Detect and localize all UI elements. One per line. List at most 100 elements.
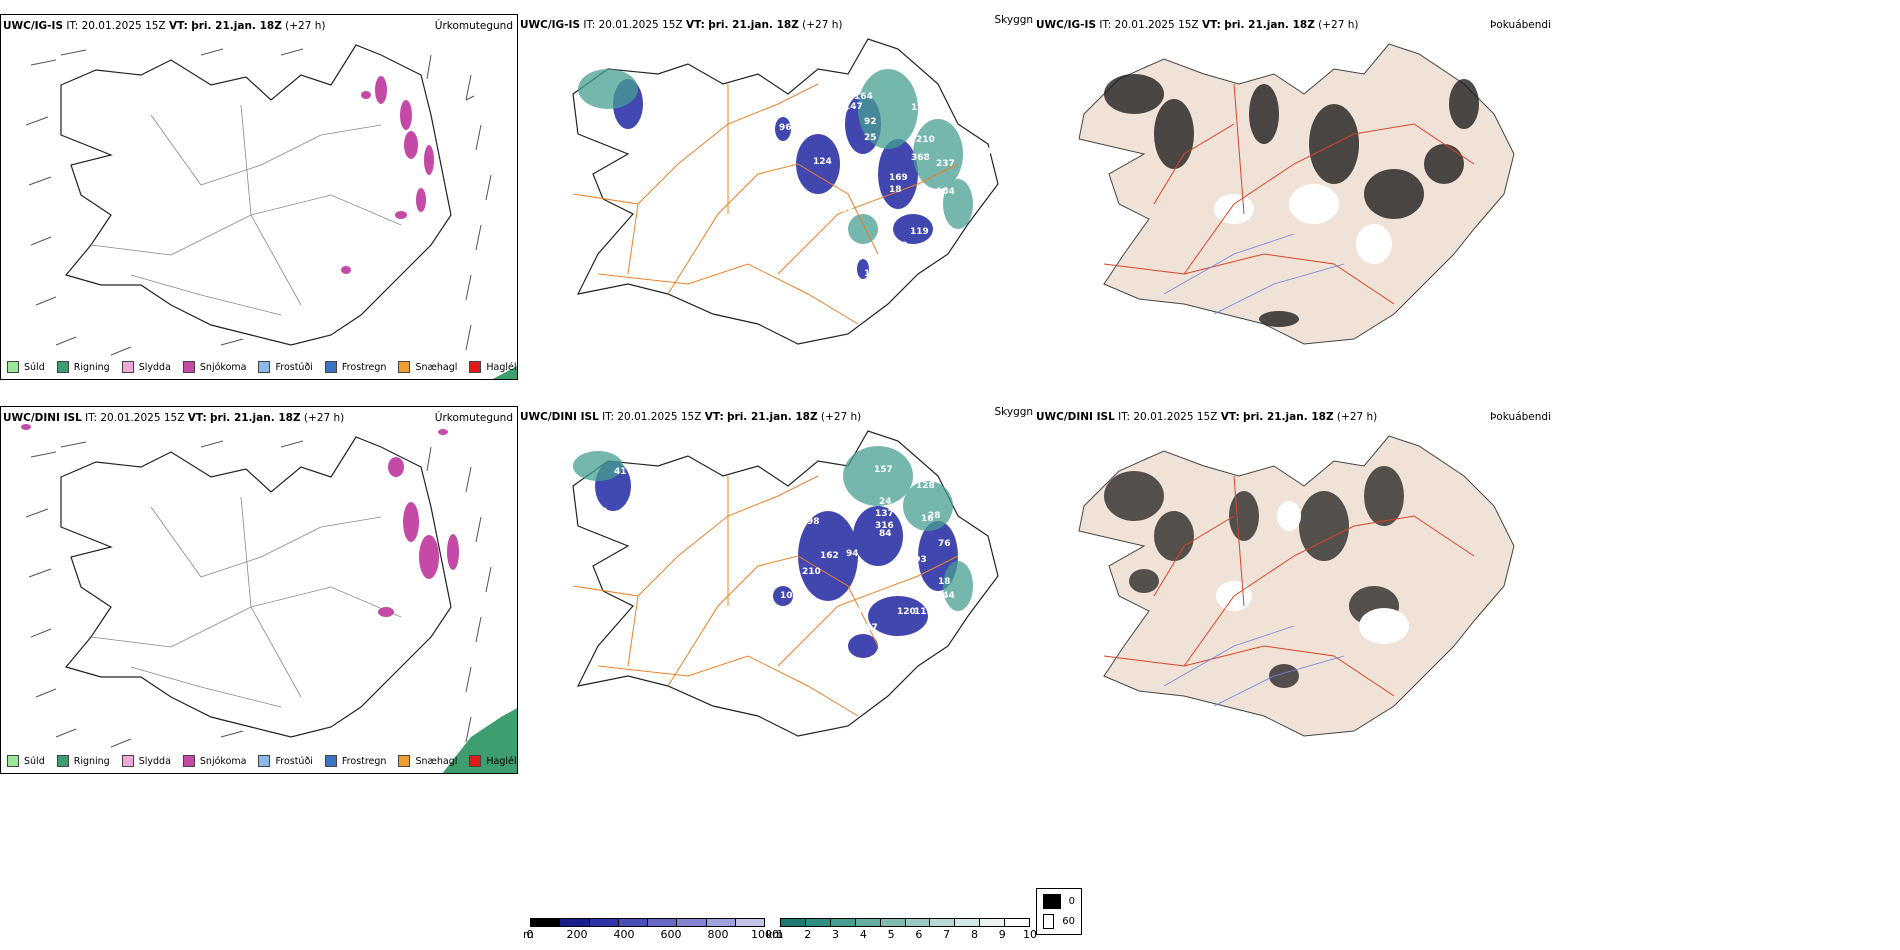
panel-title: Skyggni	[994, 14, 1035, 26]
panel-title: Úrkomutegund	[434, 412, 513, 424]
svg-text:92: 92	[864, 117, 877, 127]
svg-text:128: 128	[916, 481, 935, 491]
fog-legend-item: 60	[1043, 914, 1075, 929]
legend-item: Slydda	[121, 755, 171, 767]
precip-type-panel-row1: UWC/IG-IS IT: 20.01.2025 15Z VT: þri. 21…	[0, 14, 518, 380]
panel-header: UWC/IG-IS IT: 20.01.2025 15Z VT: þri. 21…	[3, 20, 326, 32]
legend-swatch	[469, 755, 482, 767]
svg-text:124: 124	[813, 157, 832, 167]
scale-segment	[805, 919, 831, 926]
svg-text:236: 236	[840, 621, 859, 631]
svg-text:147: 147	[844, 102, 863, 112]
legend-swatch	[469, 361, 482, 373]
iceland-map	[1078, 435, 1515, 737]
ceiling-scale-bar	[530, 918, 765, 927]
scale-segment	[618, 919, 648, 926]
svg-text:18: 18	[938, 577, 951, 587]
visibility-panel-row1: 164 147 29 197 96 92 210 124 25 368 237 133 169 1…	[518, 14, 1034, 380]
precip-legend: Súld Rigning Slydda Snjókoma Frostúði Frostre…	[7, 361, 517, 373]
svg-text:120: 120	[897, 607, 916, 617]
legend-item: Rigning	[56, 361, 110, 373]
svg-text:45: 45	[818, 495, 831, 505]
rivers	[1163, 625, 1345, 707]
scale-tick-label: 200	[566, 928, 588, 941]
roads	[90, 104, 402, 316]
svg-text:28: 28	[928, 511, 941, 521]
rain-area	[442, 708, 517, 773]
legend-item: Slydda	[121, 361, 171, 373]
svg-text:25: 25	[864, 133, 877, 143]
iceland-map	[21, 424, 517, 773]
roads	[90, 496, 402, 708]
legend-label: Frostúði	[275, 755, 313, 767]
scale-segment	[677, 919, 707, 926]
svg-text:24: 24	[879, 497, 892, 507]
legend-swatch	[398, 755, 411, 767]
svg-text:157: 157	[874, 465, 893, 475]
legend-item: Snæhagl	[398, 755, 457, 767]
legend-item: Rigning	[56, 755, 110, 767]
scale-tick-label: 0	[526, 928, 534, 941]
wind-barbs	[25, 440, 492, 748]
svg-text:162: 162	[820, 551, 839, 561]
scale-tick-label: 9	[998, 928, 1006, 941]
legend-swatch	[398, 361, 411, 373]
fog-white-areas	[1214, 184, 1392, 264]
scale-tick-label: 600	[660, 928, 682, 941]
panel-header: UWC/DINI ISL IT: 20.01.2025 15Z VT: þri.…	[3, 412, 345, 424]
legend-swatch	[121, 361, 134, 373]
svg-text:144: 144	[936, 591, 955, 601]
svg-text:210: 210	[802, 567, 821, 577]
svg-text:393: 393	[908, 555, 927, 565]
svg-text:316: 316	[875, 521, 894, 531]
svg-text:140: 140	[843, 607, 862, 617]
visibility-areas	[578, 69, 973, 244]
scale-segment	[1005, 919, 1030, 926]
scale-tick-label: 4	[859, 928, 867, 941]
scale-segment	[706, 919, 736, 926]
scale-segment	[930, 919, 956, 926]
fog-legend-label: 60	[1062, 916, 1075, 927]
legend-label: Snæhagl	[415, 361, 458, 373]
legend-label: Rigning	[73, 755, 110, 767]
legend-label: Rigning	[73, 361, 110, 373]
legend-label: Slydda	[138, 755, 171, 767]
roads	[572, 83, 959, 325]
svg-text:230: 230	[803, 197, 822, 207]
scale-tick-label: 8	[970, 928, 978, 941]
svg-text:41: 41	[614, 467, 627, 477]
legend-item: Snjókoma	[182, 361, 246, 373]
legend-swatch	[121, 755, 134, 767]
visibility-unit: km	[766, 928, 784, 941]
legend-swatch	[182, 361, 195, 373]
legend-label: Súld	[24, 361, 45, 373]
scale-tick-label: 2	[804, 928, 812, 941]
scale-tick-label: 800	[707, 928, 729, 941]
fog-panel-row2: UWC/DINI ISL IT: 20.01.2025 15Z VT: þri.…	[1034, 406, 1900, 774]
legend-item: Súld	[7, 361, 45, 373]
legend-swatch	[56, 361, 69, 373]
svg-text:29: 29	[836, 105, 849, 115]
panel-title: Skyggni	[994, 406, 1035, 418]
svg-text:113: 113	[914, 607, 933, 617]
ceiling-areas	[595, 461, 958, 658]
svg-text:109: 109	[889, 241, 908, 251]
scale-segment	[560, 919, 590, 926]
fog-legend-item: 0	[1043, 894, 1075, 909]
scale-segment	[589, 919, 619, 926]
svg-text:34: 34	[841, 207, 854, 217]
visibility-panel-row2: 41 157 128 45 24 137 16 98 162 94 84 316 393 76 28…	[518, 406, 1034, 774]
legend-item: Frostregn	[324, 361, 386, 373]
visibility-scale-ticks: 1 2 3 4 5 6 7 8 9 10	[777, 927, 1038, 941]
svg-text:368: 368	[911, 153, 930, 163]
panel-header: UWC/IG-IS IT: 20.01.2025 15Z VT: þri. 21…	[520, 19, 843, 31]
iceland-map	[25, 44, 517, 379]
fog-dark-areas	[1104, 74, 1479, 327]
legend-item: Frostúði	[258, 361, 313, 373]
svg-text:210: 210	[916, 135, 935, 145]
scale-tick-label: 7	[943, 928, 951, 941]
iceland-map	[1078, 43, 1515, 345]
legend-swatch	[324, 755, 337, 767]
